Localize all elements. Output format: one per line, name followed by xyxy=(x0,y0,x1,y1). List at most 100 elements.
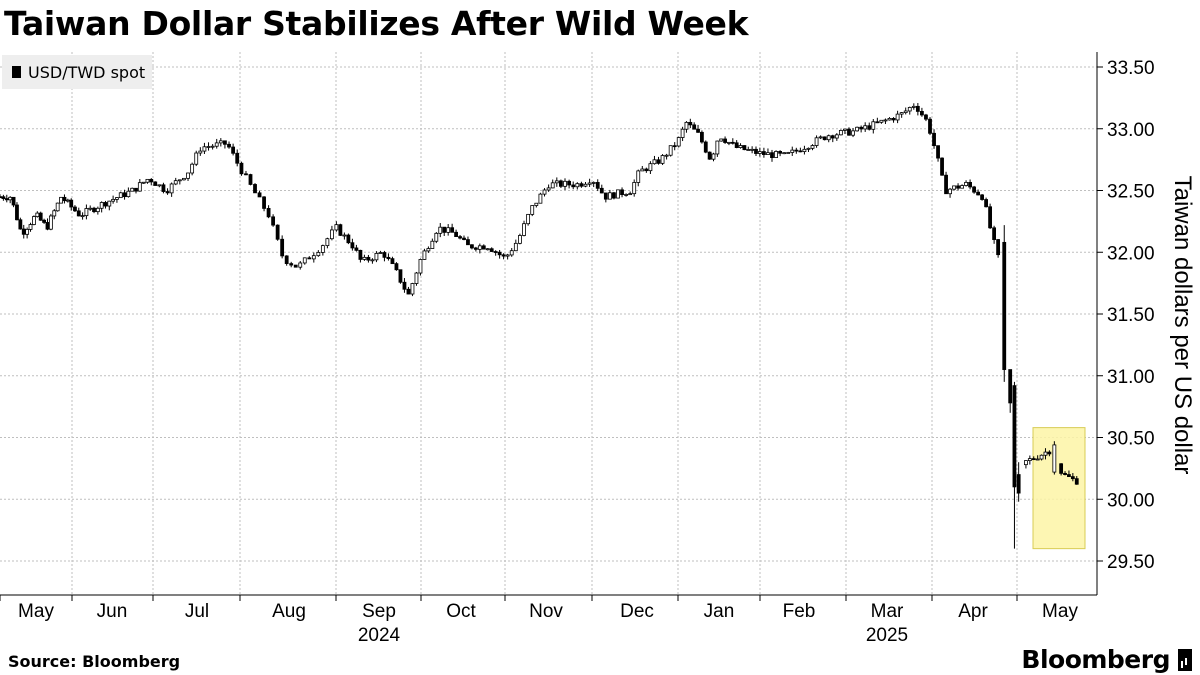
candle xyxy=(489,248,494,252)
candle xyxy=(834,134,839,139)
candle xyxy=(1002,241,1007,370)
y-tick-label: 33.00 xyxy=(1107,120,1155,141)
candle xyxy=(883,119,888,122)
candle xyxy=(936,145,940,159)
x-tick-label: May xyxy=(1042,601,1078,622)
candle xyxy=(826,135,831,141)
candle xyxy=(591,182,596,184)
candle xyxy=(1067,474,1071,478)
candle xyxy=(680,128,685,138)
candle xyxy=(446,227,451,233)
candle xyxy=(770,152,774,158)
candle xyxy=(21,228,26,235)
candle xyxy=(640,168,645,172)
candle xyxy=(734,142,739,148)
candle xyxy=(366,256,371,261)
candle xyxy=(223,140,227,145)
candle xyxy=(932,132,936,147)
candle xyxy=(915,105,920,112)
candle xyxy=(530,205,535,215)
candle xyxy=(115,197,119,200)
candle xyxy=(1070,476,1075,480)
candle xyxy=(612,192,616,199)
candle xyxy=(18,219,23,230)
candle xyxy=(707,151,712,160)
candle xyxy=(599,187,604,194)
candle xyxy=(8,196,13,201)
candle xyxy=(248,174,253,185)
candle xyxy=(895,113,900,121)
candle xyxy=(968,182,972,188)
candle xyxy=(284,255,289,264)
candle xyxy=(984,199,988,208)
x-ticks: May Jun Jul Aug Sep Oct Nov Dec Jan Feb Mar Apr May 2… xyxy=(0,595,1078,646)
x-tick-label: Nov xyxy=(529,601,563,622)
candle xyxy=(738,145,743,148)
candle xyxy=(394,263,399,271)
candle xyxy=(1,196,6,199)
candle xyxy=(111,198,116,202)
candle xyxy=(944,174,948,195)
candle xyxy=(42,219,46,223)
legend-label: USD/TWD spot xyxy=(28,63,146,82)
candle xyxy=(988,206,993,229)
candle xyxy=(964,182,968,186)
candle xyxy=(390,258,395,265)
candle xyxy=(52,210,57,217)
candle xyxy=(509,250,514,256)
candle xyxy=(466,239,470,246)
candle xyxy=(410,283,415,295)
candle xyxy=(88,207,93,210)
candle xyxy=(210,145,215,148)
candle xyxy=(55,202,60,212)
candle xyxy=(887,118,892,121)
candle xyxy=(4,198,9,201)
source-note: Source: Bloomberg xyxy=(8,652,181,671)
candle xyxy=(956,185,960,189)
candle xyxy=(316,252,321,257)
candle xyxy=(370,259,375,262)
candle xyxy=(972,186,976,193)
candle xyxy=(822,136,827,141)
candle xyxy=(253,184,257,194)
candle xyxy=(149,178,154,183)
candle xyxy=(782,152,787,155)
candle xyxy=(546,187,551,191)
candle xyxy=(470,244,474,249)
candle xyxy=(583,183,588,187)
candle xyxy=(628,193,633,196)
x-tick-label: Feb xyxy=(783,601,816,622)
y-tick-label: 30.00 xyxy=(1107,490,1155,511)
candle xyxy=(173,180,178,185)
candle xyxy=(99,202,104,209)
candle xyxy=(69,199,74,208)
brand-logo: Bloomberg xyxy=(1021,645,1192,674)
candle xyxy=(374,252,379,261)
candle xyxy=(648,163,653,172)
candle xyxy=(1035,458,1040,461)
candle xyxy=(790,149,795,153)
candle xyxy=(153,181,158,186)
candle xyxy=(485,248,490,251)
candle xyxy=(130,187,135,192)
candle xyxy=(414,272,419,284)
candle xyxy=(334,224,339,231)
candle xyxy=(32,216,36,225)
y-tick-label: 32.00 xyxy=(1107,243,1155,264)
candle xyxy=(980,194,984,200)
candle xyxy=(298,262,303,268)
x-tick-label: Jun xyxy=(97,601,128,622)
candle xyxy=(266,208,271,218)
candle xyxy=(302,257,307,264)
candle xyxy=(786,152,791,154)
candle xyxy=(271,216,276,226)
candle xyxy=(45,222,50,230)
candle xyxy=(422,250,427,260)
candle xyxy=(907,107,912,112)
candle xyxy=(1024,460,1028,466)
candle xyxy=(35,212,40,218)
candle xyxy=(559,180,563,187)
candle xyxy=(513,242,518,252)
candle xyxy=(65,199,70,202)
candle xyxy=(325,238,330,247)
